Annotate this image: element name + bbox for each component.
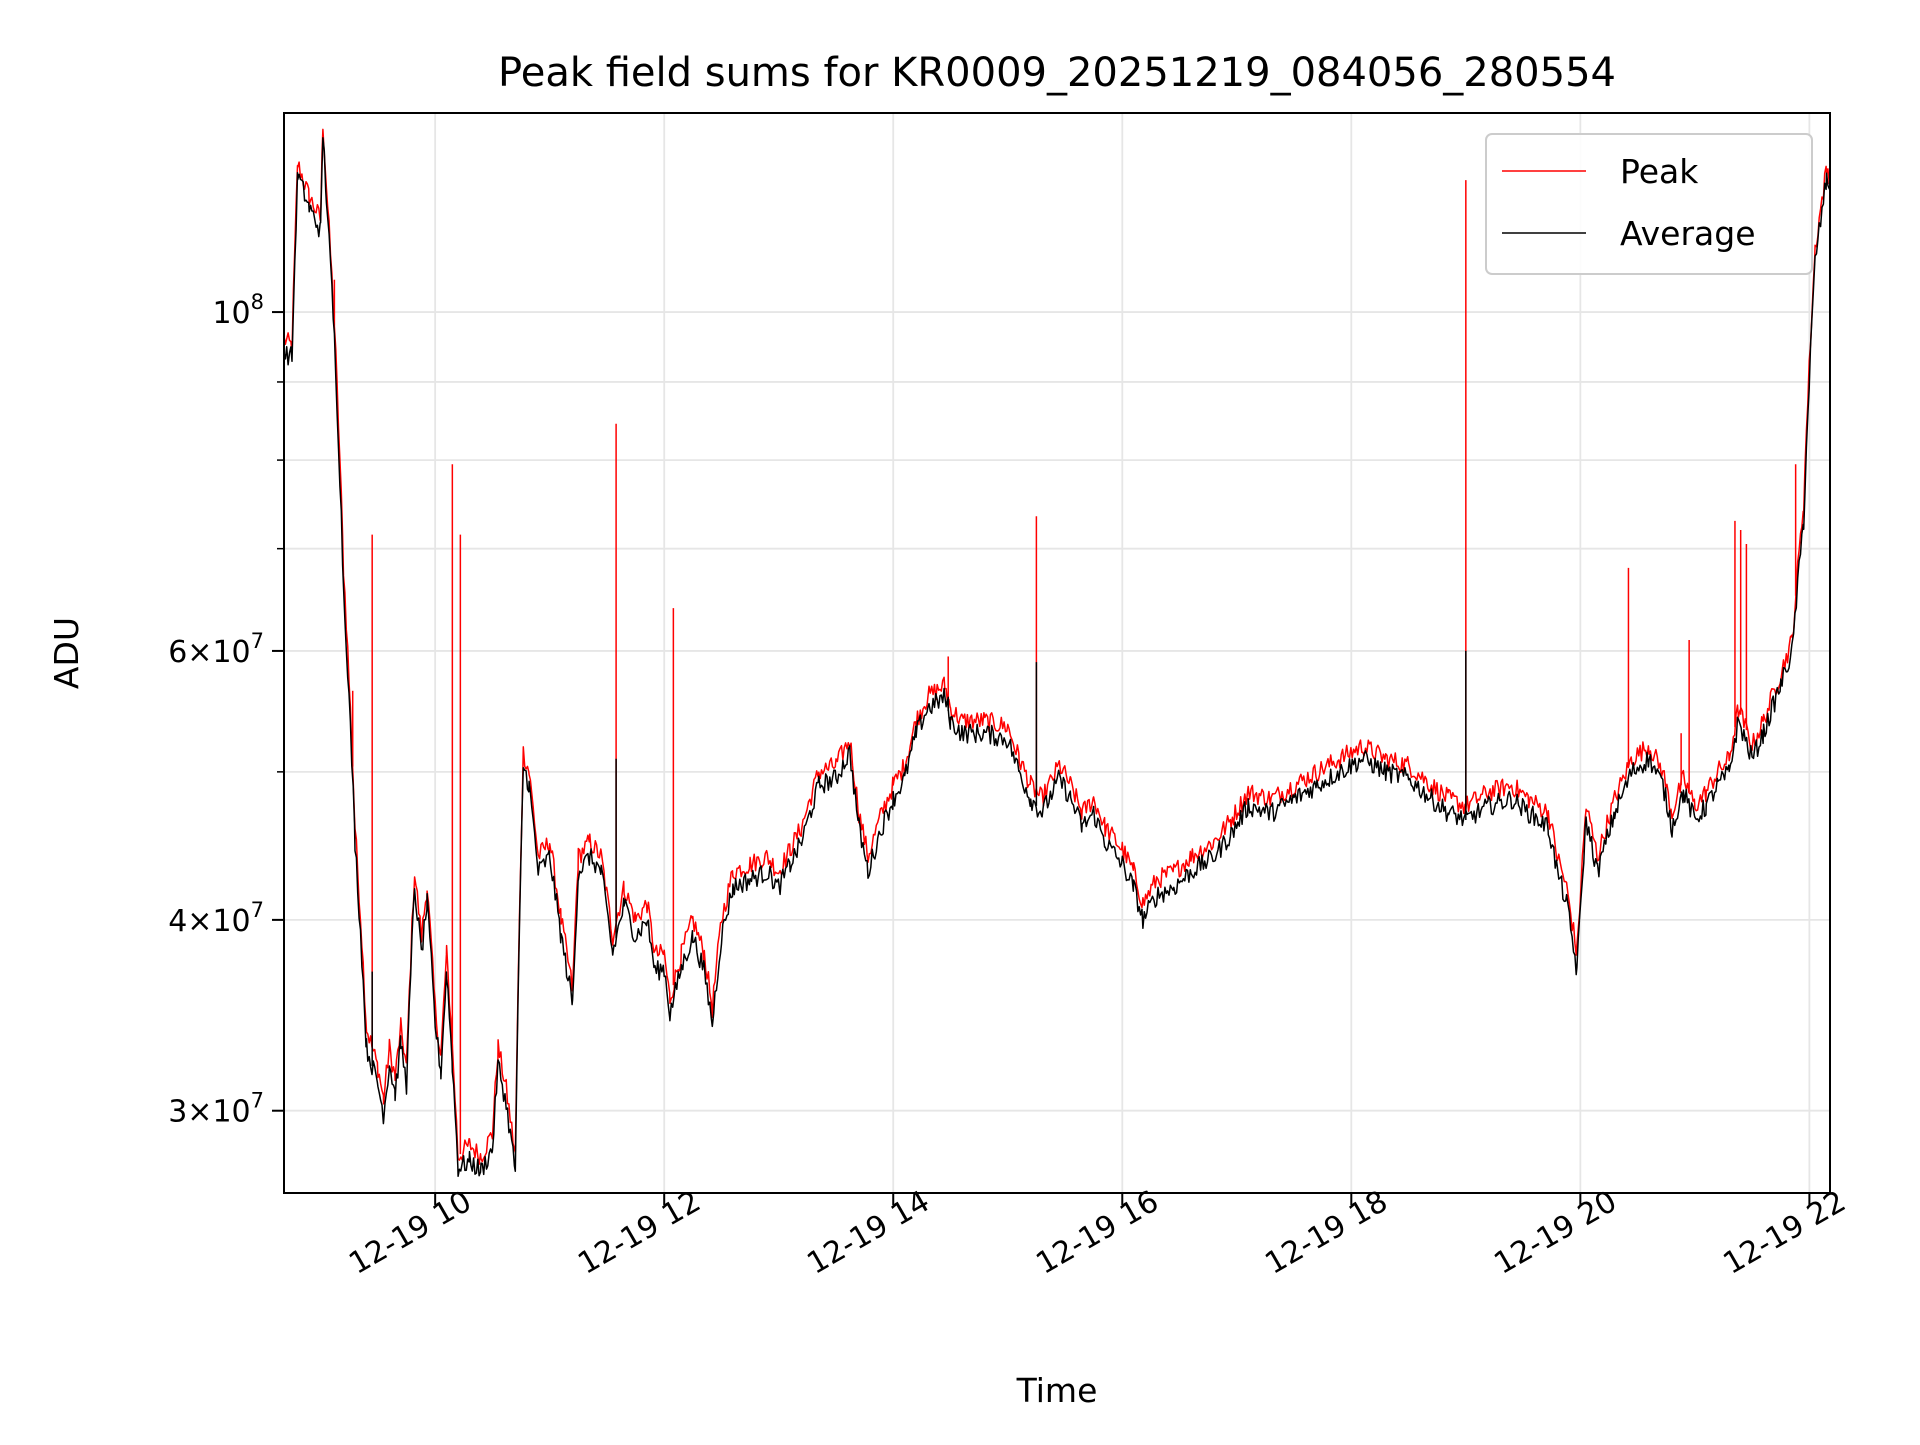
y-axis-label: ADU xyxy=(47,617,86,689)
chart-title: Peak field sums for KR0009_20251219_0840… xyxy=(498,50,1616,96)
series-line-average xyxy=(284,137,1830,1178)
legend: Peak Average xyxy=(1485,133,1813,275)
legend-label-average: Average xyxy=(1620,214,1756,253)
y-tick-label: 3×107 xyxy=(168,1089,264,1130)
series-line-peak xyxy=(284,128,1830,1166)
legend-label-peak: Peak xyxy=(1620,152,1699,191)
y-tick-label: 4×107 xyxy=(168,898,264,939)
series-peak xyxy=(284,128,1830,1166)
plot-frame xyxy=(283,112,1831,1194)
series-layer xyxy=(284,128,1830,1178)
y-tick-label: 6×107 xyxy=(168,629,264,670)
x-axis-label: Time xyxy=(1016,1371,1098,1410)
series-average xyxy=(284,137,1830,1178)
legend-box xyxy=(1485,133,1813,275)
grid-lines xyxy=(284,113,1830,1193)
